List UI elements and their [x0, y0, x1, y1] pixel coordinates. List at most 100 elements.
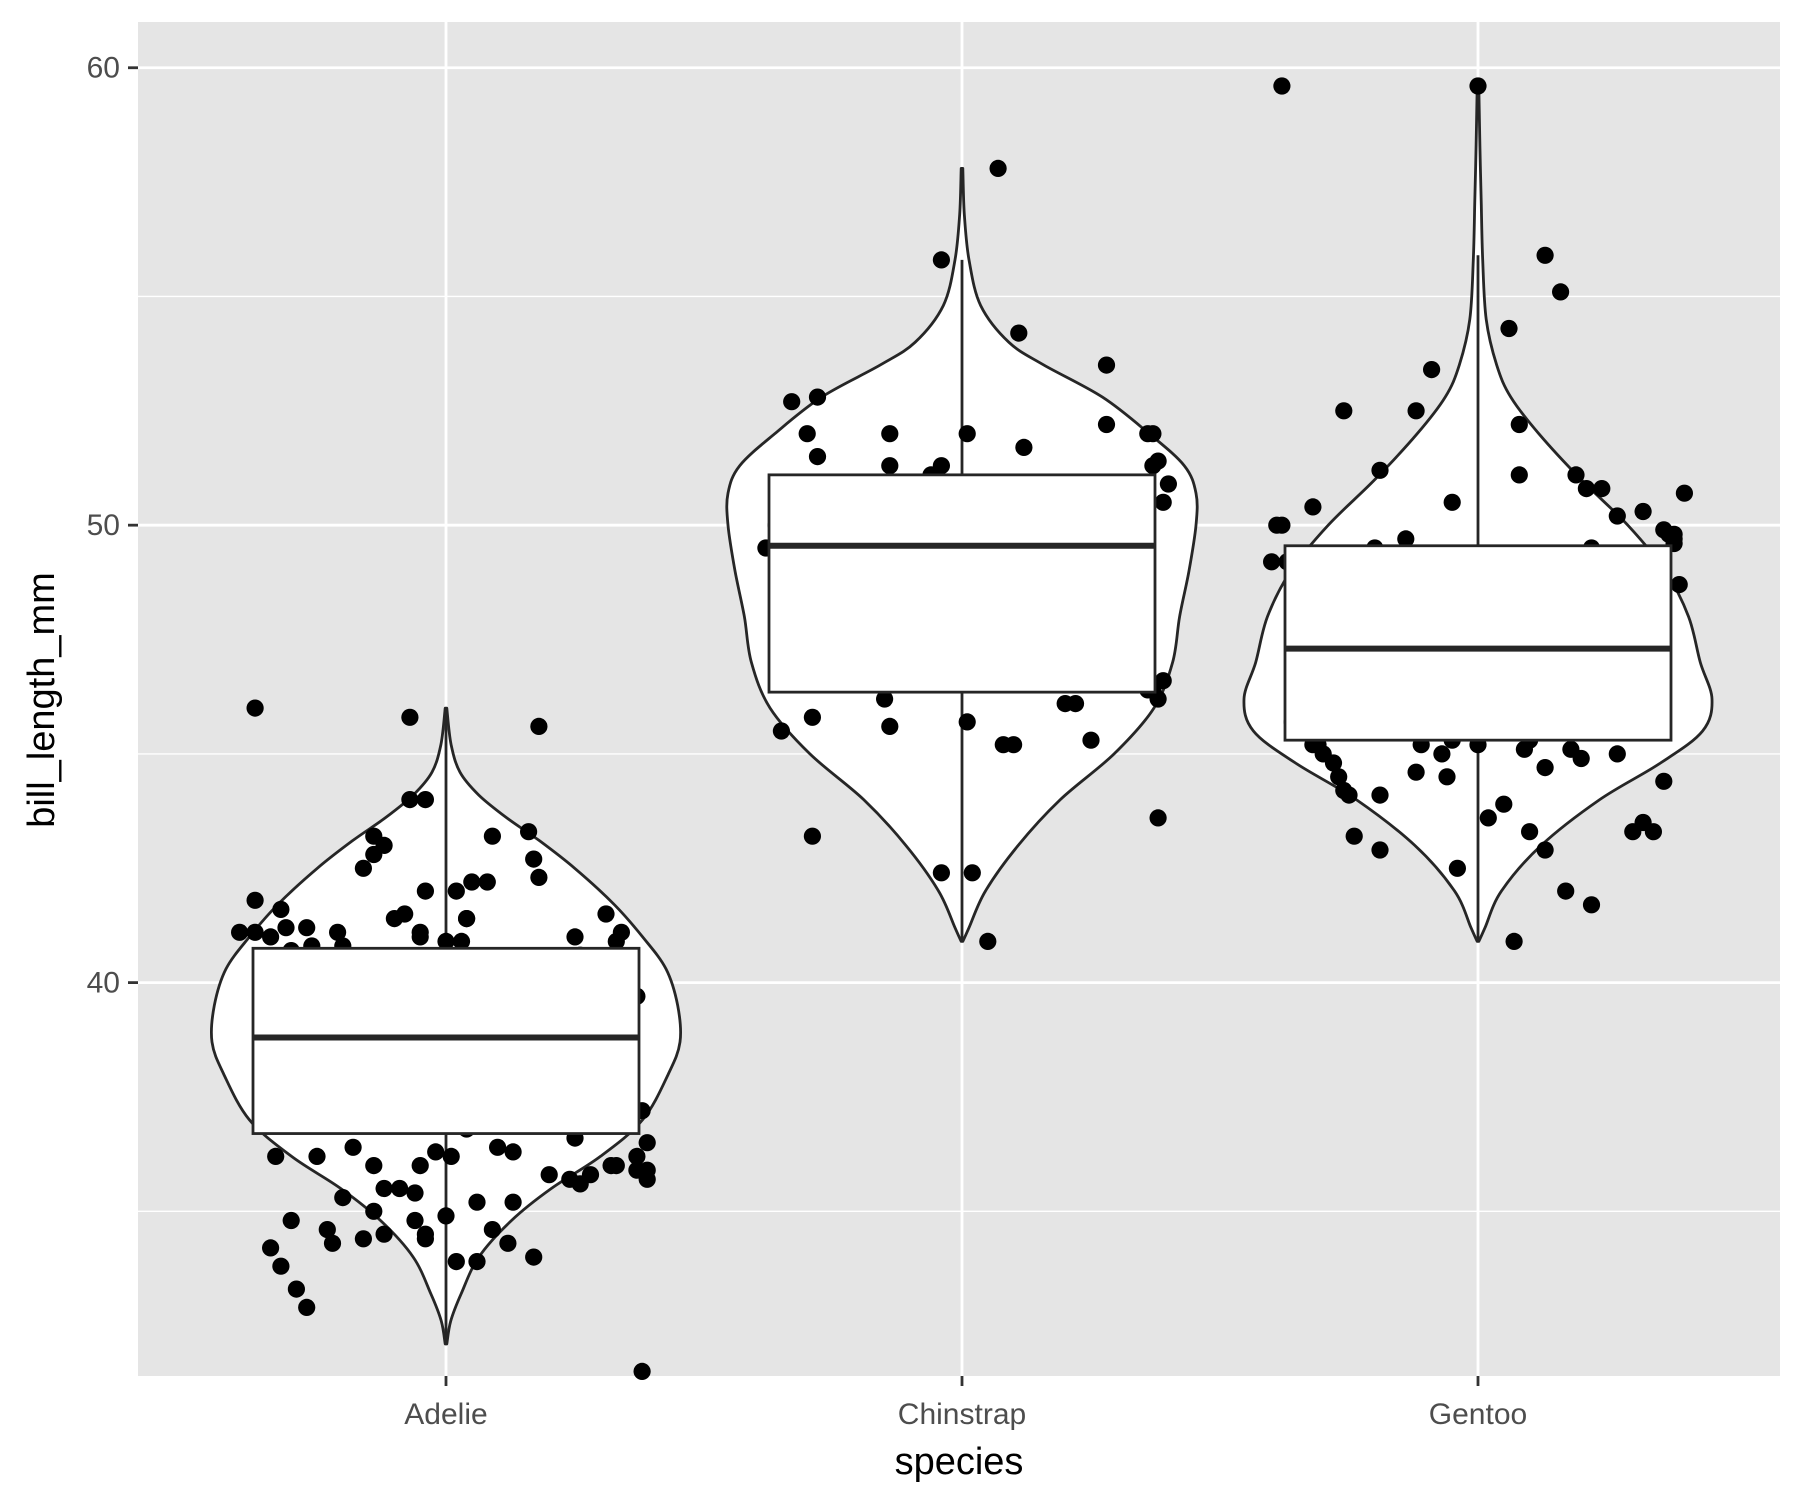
- x-axis-title: species: [895, 1441, 1024, 1483]
- data-point: [525, 850, 543, 868]
- data-point: [323, 1234, 342, 1252]
- data-point: [1552, 283, 1570, 301]
- data-point: [1314, 745, 1332, 763]
- data-point: [1005, 736, 1023, 754]
- data-point: [1154, 493, 1172, 511]
- data-point: [277, 919, 295, 937]
- data-point: [287, 1280, 305, 1298]
- data-point: [1273, 516, 1291, 534]
- data-point: [958, 713, 976, 731]
- data-point: [628, 1147, 646, 1165]
- data-point: [1345, 827, 1363, 845]
- data-point: [958, 425, 976, 443]
- data-point: [1567, 466, 1585, 484]
- data-point: [411, 1157, 429, 1175]
- data-point: [401, 791, 419, 809]
- data-point: [396, 905, 414, 923]
- data-point: [1608, 507, 1626, 525]
- data-point: [1273, 77, 1291, 95]
- data-point: [354, 1230, 372, 1248]
- data-point: [282, 1211, 300, 1230]
- data-point: [638, 1134, 656, 1152]
- data-point: [1665, 525, 1683, 543]
- data-point: [612, 923, 631, 941]
- data-point: [246, 923, 264, 941]
- data-point: [1495, 795, 1513, 813]
- data-point: [1154, 672, 1172, 690]
- data-point: [1577, 480, 1595, 498]
- data-point: [231, 923, 249, 941]
- data-point: [437, 1207, 455, 1225]
- data-point: [1371, 841, 1389, 859]
- data-point: [416, 882, 434, 900]
- data-point: [391, 1179, 409, 1198]
- y-tick-label: 50: [87, 509, 120, 542]
- data-point: [525, 1248, 543, 1266]
- data-point: [1582, 896, 1601, 914]
- data-point: [1149, 452, 1167, 470]
- data-point: [581, 1166, 600, 1184]
- data-point: [499, 1234, 517, 1252]
- data-point: [881, 457, 899, 475]
- data-point: [1371, 786, 1389, 804]
- boxplots: [251, 473, 1673, 1135]
- data-point: [1423, 361, 1441, 379]
- data-point: [406, 1211, 424, 1230]
- y-axis-title: bill_length_mm: [21, 572, 63, 828]
- data-point: [876, 690, 894, 708]
- data-point: [1443, 493, 1461, 511]
- data-point: [463, 873, 481, 891]
- data-point: [1149, 809, 1167, 827]
- box-chinstrap: [767, 473, 1157, 694]
- data-point: [375, 1179, 393, 1198]
- data-point: [1330, 768, 1348, 786]
- data-point: [427, 1143, 445, 1161]
- data-point: [963, 864, 981, 882]
- data-point: [881, 425, 899, 443]
- data-point: [1335, 781, 1353, 800]
- data-point: [416, 1225, 434, 1243]
- data-point: [267, 1147, 285, 1165]
- data-point: [1557, 882, 1575, 900]
- data-point: [540, 1166, 558, 1184]
- data-point: [442, 1147, 460, 1165]
- data-point: [272, 900, 290, 919]
- data-point: [597, 905, 615, 923]
- data-point: [411, 923, 429, 941]
- data-point: [318, 1221, 336, 1239]
- data-point: [1608, 745, 1626, 763]
- data-point: [1536, 759, 1554, 777]
- data-point: [1479, 809, 1497, 827]
- data-point: [344, 1138, 362, 1156]
- data-point: [246, 699, 264, 717]
- data-point: [468, 1253, 486, 1271]
- data-point: [530, 717, 548, 736]
- x-axis: Adelie Chinstrap Gentoo: [404, 1376, 1527, 1431]
- data-point: [1448, 859, 1466, 877]
- data-point: [458, 910, 476, 928]
- data-point: [1670, 576, 1688, 594]
- data-point: [1159, 475, 1177, 493]
- data-point: [803, 708, 822, 726]
- data-point: [1469, 77, 1487, 95]
- data-point: [298, 1298, 316, 1316]
- data-point: [1675, 484, 1693, 502]
- data-point: [1505, 932, 1523, 951]
- data-point: [633, 1362, 651, 1380]
- data-point: [334, 1189, 352, 1207]
- data-point: [979, 932, 997, 951]
- data-point: [783, 393, 801, 411]
- data-point: [1066, 695, 1085, 713]
- data-point: [504, 1193, 522, 1211]
- data-point: [329, 923, 347, 941]
- data-point: [308, 1147, 326, 1165]
- data-point: [932, 457, 951, 475]
- data-point: [1510, 415, 1528, 434]
- data-point: [406, 1184, 424, 1202]
- data-point: [530, 868, 548, 887]
- data-point: [932, 251, 951, 269]
- data-point: [932, 864, 951, 882]
- x-tick-label: Chinstrap: [898, 1398, 1026, 1431]
- data-point: [1015, 438, 1033, 456]
